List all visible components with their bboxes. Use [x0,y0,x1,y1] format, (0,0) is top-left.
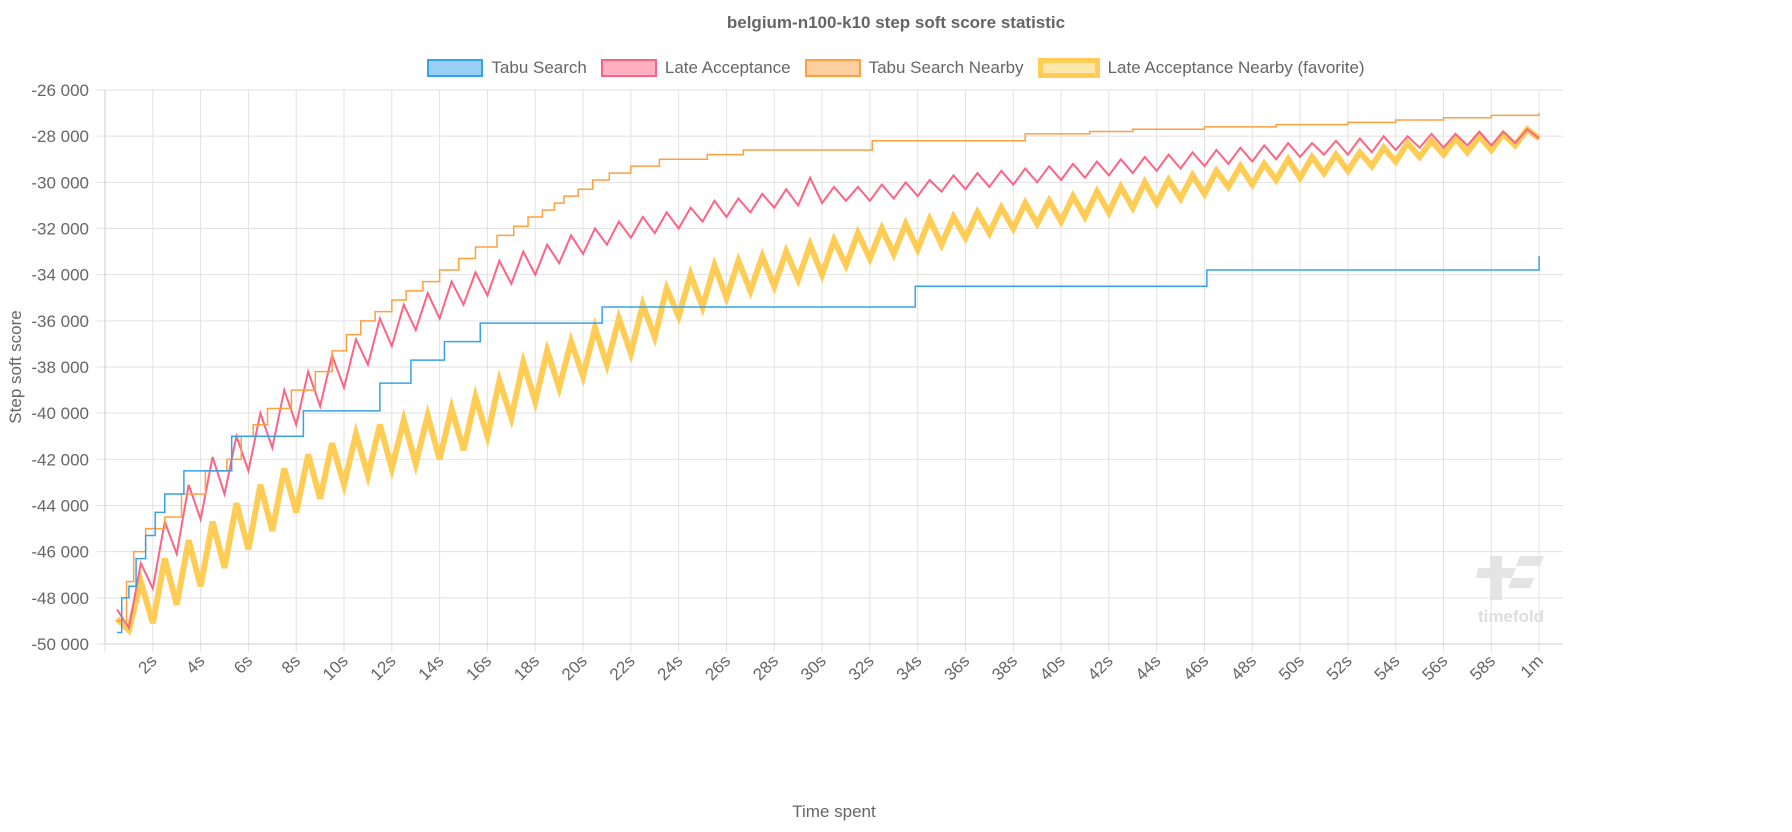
chart-title: belgium-n100-k10 step soft score statist… [726,13,1066,32]
x-tick-label: 58s [1466,651,1499,684]
watermark-text: timefold [1477,607,1545,626]
x-tick-label: 34s [893,651,926,684]
series-late-acceptance-nearby [114,124,1541,636]
x-tick-label: 18s [510,651,543,684]
series-tabu-search-nearby [116,113,1540,622]
x-tick-label: 1m [1517,651,1547,681]
y-tick-label: -30 000 [31,173,89,192]
x-tick-label: 40s [1036,651,1069,684]
y-tick-label: -38 000 [31,358,89,377]
x-tick-label: 54s [1371,651,1404,684]
series-late-acceptance [116,127,1540,631]
x-tick-label: 50s [1275,651,1308,684]
legend-label: Tabu Search [491,58,587,77]
legend-swatch [804,59,861,77]
y-tick-label: -34 000 [31,266,89,285]
y-tick-label: -46 000 [31,543,89,562]
legend-swatch [600,59,657,77]
y-tick-label: -36 000 [31,312,89,331]
y-tick-label: -26 000 [31,81,89,100]
x-tick-label: 12s [367,651,400,684]
x-tick-label: 24s [654,651,687,684]
x-tick-label: 28s [749,651,782,684]
x-tick-label: 56s [1418,651,1451,684]
x-tick-label: 36s [940,651,973,684]
x-axis-label: Time spent [792,802,876,821]
legend-label: Late Acceptance [664,58,791,77]
x-tick-label: 6s [230,651,256,677]
y-tick-label: -28 000 [31,127,89,146]
x-tick-label: 14s [415,651,448,684]
y-tick-label: -40 000 [31,404,89,423]
legend-item-late-acceptance[interactable]: Late Acceptance [600,58,791,78]
legend-label: Tabu Search Nearby [868,58,1024,77]
x-tick-label: 30s [797,651,830,684]
y-tick-label: -42 000 [31,450,89,469]
x-tick-label: 4s [182,651,208,677]
x-tick-label: 20s [558,651,591,684]
legend-item-tabu-search-nearby[interactable]: Tabu Search Nearby [804,58,1024,78]
x-tick-label: 10s [319,651,352,684]
y-axis-label: Step soft score [6,310,25,423]
x-tick-label: 52s [1323,651,1356,684]
y-tick-label: -48 000 [31,589,89,608]
x-tick-label: 16s [462,651,495,684]
legend-label: Late Acceptance Nearby (favorite) [1107,58,1365,77]
x-tick-label: 42s [1084,651,1117,684]
x-tick-label: 26s [701,651,734,684]
series-tabu-search [116,256,1540,634]
x-tick-label: 32s [845,651,878,684]
timefold-logo-icon [1476,556,1544,600]
y-tick-label: -50 000 [31,635,89,654]
legend-swatch [1037,58,1100,78]
legend-item-tabu-search[interactable]: Tabu Search [427,58,587,78]
x-tick-label: 44s [1132,651,1165,684]
x-tick-label: 38s [988,651,1021,684]
legend-item-late-acceptance-nearby[interactable]: Late Acceptance Nearby (favorite) [1037,58,1365,78]
axes: -26 000 -28 000 -30 000 -32 000 -34 000 -36 0… [31,81,1563,684]
legend-swatch [427,59,484,77]
legend: Tabu Search Late Acceptance Tabu Search … [0,58,1792,78]
series-layer [114,113,1541,636]
timefold-watermark: timefold [1476,552,1546,627]
x-tick-label: 8s [278,651,304,677]
x-tick-label: 22s [606,651,639,684]
x-tick-label: 2s [134,651,160,677]
x-tick-label: 48s [1227,651,1260,684]
y-tick-label: -32 000 [31,220,89,239]
x-tick-label: 46s [1179,651,1212,684]
y-tick-label: -44 000 [31,497,89,516]
